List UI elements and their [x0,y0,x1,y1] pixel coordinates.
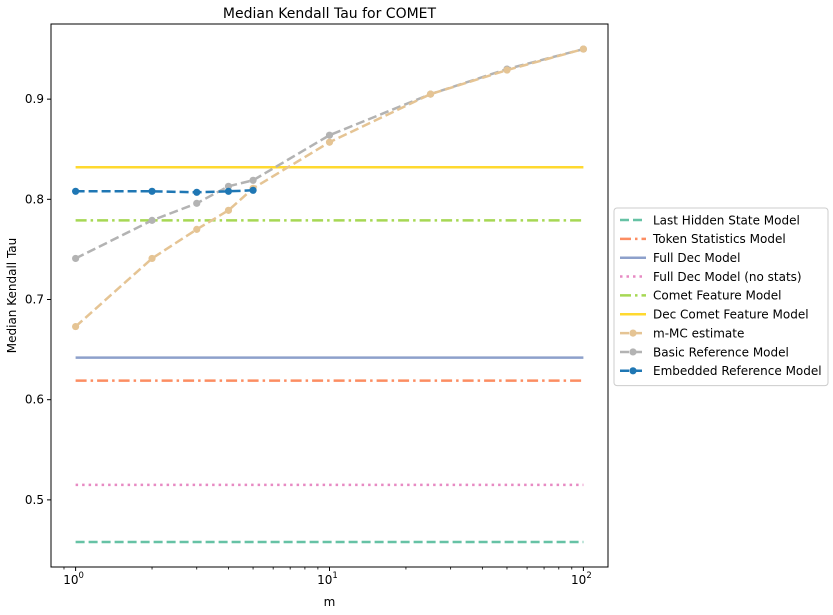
legend-label: Full Dec Model [653,251,740,265]
data-point [72,254,80,263]
y-axis-label: Median Kendall Tau [5,238,19,353]
data-point [193,188,201,196]
legend-label: Dec Comet Feature Model [653,308,809,322]
legend-label: Last Hidden State Model [653,213,800,227]
legend-marker [629,367,637,375]
y-tick-label: 0.8 [25,192,44,206]
legend: Last Hidden State Model Token Statistics … [613,207,829,387]
legend-item: Full Dec Model [620,251,740,265]
data-point [148,254,156,263]
x-tick-label-base: 10 [63,573,78,587]
x-tick-label-base: 10 [317,573,332,587]
legend-label: Full Dec Model (no stats) [653,270,802,284]
data-point [193,199,201,207]
y-tick-label: 0.9 [25,92,44,106]
legend-label: Embedded Reference Model [653,364,822,378]
data-point [72,322,80,331]
x-tick-label-exponent: 1 [332,571,337,581]
data-point [426,90,435,98]
data-point [224,206,233,214]
data-point [249,186,257,194]
y-tick-label: 0.7 [25,293,44,307]
data-point [72,187,80,195]
chart-title: Median Kendall Tau for COMET [223,6,437,22]
y-tick-label: 0.5 [25,493,44,507]
legend-marker [629,348,637,356]
legend-label: Basic Reference Model [653,345,789,359]
data-point [579,45,587,53]
x-tick-label-exponent: 0 [79,571,84,581]
legend-item: Comet Feature Model [620,289,782,303]
y-tick-label: 0.6 [25,393,44,407]
legend-item: m-MC estimate [620,326,744,340]
legend-item: Basic Reference Model [620,345,789,359]
data-point [224,187,233,195]
x-tick-label: 102 [571,571,592,587]
series-layer [72,45,587,544]
data-point [193,225,201,233]
legend-label: Token Statistics Model [652,232,786,246]
legend-item: Embedded Reference Model [620,364,822,378]
legend-marker [629,329,637,337]
x-tick-label-exponent: 2 [586,571,591,581]
legend-item: Token Statistics Model [620,232,786,246]
data-point [249,176,257,184]
legend-label: Comet Feature Model [653,289,782,303]
data-point [148,216,156,224]
legend-item: Full Dec Model (no stats) [620,270,802,284]
legend-item: Dec Comet Feature Model [620,308,809,322]
data-point [503,66,511,74]
series-line [75,47,584,260]
data-point [224,182,233,190]
x-axis-label: m [324,595,336,609]
x-tick-label-base: 10 [571,573,586,587]
data-point [148,187,156,195]
legend-item: Last Hidden State Model [620,213,800,227]
legend-box [613,207,829,387]
plot-frame [50,23,609,568]
data-point [325,131,334,139]
plot-area [51,24,608,567]
x-tick-label: 100 [63,571,84,587]
x-tick-label: 101 [317,571,338,587]
data-point [325,138,334,146]
legend-label: m-MC estimate [653,326,744,340]
series-embedded-reference-model [72,186,257,196]
